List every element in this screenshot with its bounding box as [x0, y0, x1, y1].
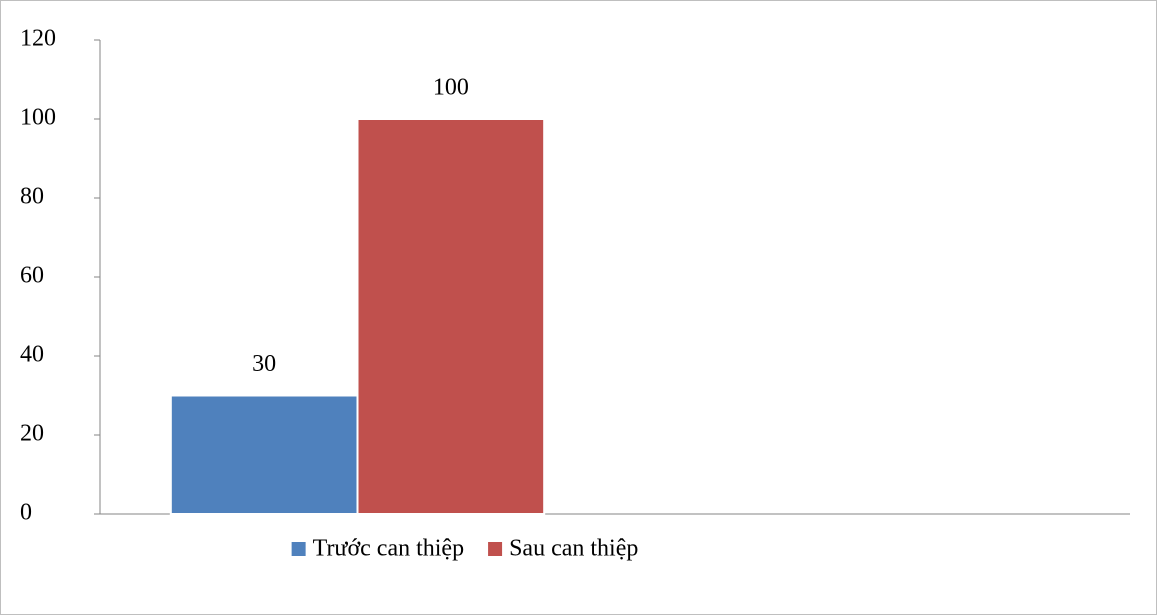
- legend-label: Sau can thiệp: [509, 536, 638, 562]
- y-tick-label: 120: [20, 26, 56, 52]
- y-tick-label: 40: [20, 342, 44, 368]
- y-tick-label: 60: [20, 263, 44, 289]
- y-tick-label: 100: [20, 105, 56, 131]
- y-tick-label: 0: [20, 500, 32, 526]
- bar: [356, 118, 546, 515]
- y-tick-label: 20: [20, 421, 44, 447]
- value-label: 100: [433, 75, 469, 101]
- legend-swatch: [488, 542, 503, 556]
- value-label: 30: [252, 351, 276, 377]
- y-tick-label: 80: [20, 184, 44, 210]
- legend-swatch: [291, 542, 306, 556]
- bar: [169, 394, 359, 515]
- legend-label: Trước can thiệp: [313, 536, 464, 562]
